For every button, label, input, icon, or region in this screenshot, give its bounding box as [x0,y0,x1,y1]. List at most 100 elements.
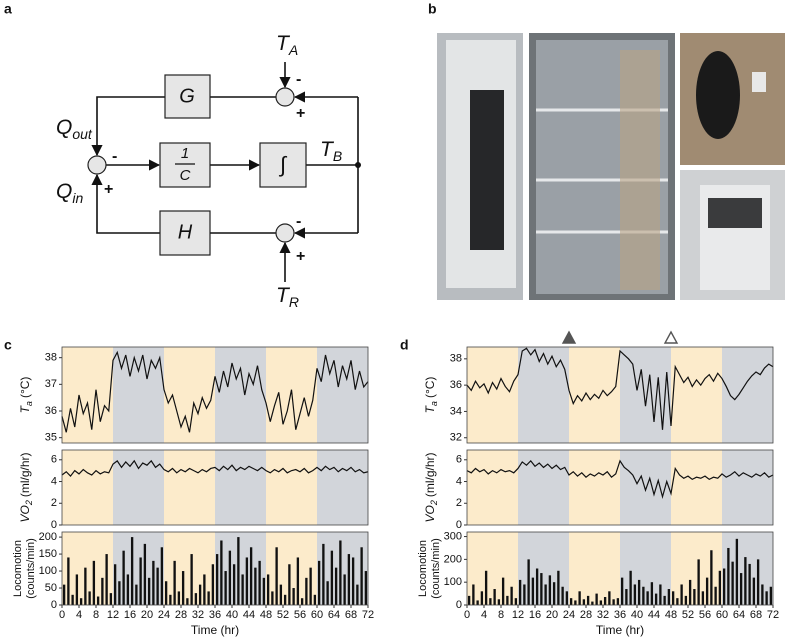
bar [569,598,573,605]
bar [220,540,223,605]
photo-detail [752,72,766,92]
bar [334,567,338,605]
x-tick-label: 0 [464,609,470,621]
y-tick-label: 32 [450,432,462,444]
bar [535,568,539,605]
bar [309,567,312,605]
y-tick-label: 4 [51,475,57,487]
symbol: T [320,138,335,161]
bar [756,559,760,605]
event-marker [663,330,679,344]
y-axis-label-symbol: VO [423,505,437,522]
x-tick-label: 4 [76,609,82,621]
y-axis-label-symbol: T [18,404,32,413]
bar [258,560,261,605]
y-tick-label: 0 [51,519,57,531]
subscript: R [289,294,299,310]
y-tick-label: 150 [39,548,57,560]
bar [156,567,159,605]
photo-detail [470,90,504,250]
bar [659,584,662,605]
x-tick-label: 52 [682,609,694,621]
x-tick-label: 44 [648,609,660,621]
y-tick-label: 200 [444,553,462,565]
panel-label: c [4,337,12,353]
bar [731,561,734,605]
bar [667,589,671,605]
bar [92,560,96,605]
y-tick-label: 2 [51,497,57,509]
bar [130,537,134,605]
bar [518,579,522,605]
photo-detail [696,51,740,139]
sum-node [275,87,295,107]
plot-frame [466,449,774,526]
plot-frame [466,346,774,444]
y-tick-label: 6 [51,454,57,466]
period-shade [569,450,620,525]
bar [552,582,556,605]
bar [113,564,117,605]
bar [249,547,253,605]
bar [296,557,300,605]
bar [595,593,598,605]
period-shade [266,450,317,525]
symbol: Q [56,180,72,203]
bar [360,547,363,605]
bar [224,571,227,605]
bar [646,591,649,605]
y-axis-label: Locomotion [12,540,24,597]
period-shade [620,347,671,443]
bar [676,598,679,605]
y-tick-label: 34 [450,405,462,417]
y-tick-label: 0 [456,599,462,611]
y-tick-label: 50 [45,582,57,594]
bar [279,584,283,605]
x-tick-label: 68 [750,609,762,621]
y-tick-label: 35 [45,432,57,444]
bar [705,577,709,605]
panel-label: a [4,1,12,17]
block-label: G [179,85,195,107]
period-shade [671,347,722,443]
data-line [61,350,369,433]
x-tick-label: 68 [345,609,357,621]
bar [347,554,351,605]
bar [313,594,317,605]
bar [752,577,756,605]
bar [761,584,764,605]
block-label: ∫ [278,152,288,177]
bar [544,584,547,605]
period-shade [62,450,113,525]
period-shade [215,532,266,605]
bar [620,577,624,605]
x-tick-label: 64 [733,609,745,621]
y-axis-label-symbol: VO [18,505,32,522]
bar [186,598,189,605]
event-marker [561,330,577,344]
block-label: H [178,221,193,243]
y-axis-label: (counts/min) [430,538,442,599]
bar [642,586,645,605]
symbol: Q [56,116,72,139]
bar [472,584,475,605]
period-shade [317,450,368,525]
bar [266,574,270,605]
x-tick-label: 4 [481,609,487,621]
bar [608,591,611,605]
period-shade [62,532,113,605]
bar [527,559,530,605]
bar [122,550,125,605]
x-tick-label: 16 [124,609,136,621]
x-axis-label: Time (hr) [596,623,644,637]
x-tick-label: 52 [277,609,289,621]
x-tick-label: 56 [699,609,711,621]
x-tick-label: 16 [529,609,541,621]
y-axis-label-unit: (ml/g/hr) [423,452,437,497]
period-shade [215,450,266,525]
bar [548,575,552,605]
x-tick-label: 56 [294,609,306,621]
bar [109,593,113,605]
bar [317,560,321,605]
block [159,142,211,188]
